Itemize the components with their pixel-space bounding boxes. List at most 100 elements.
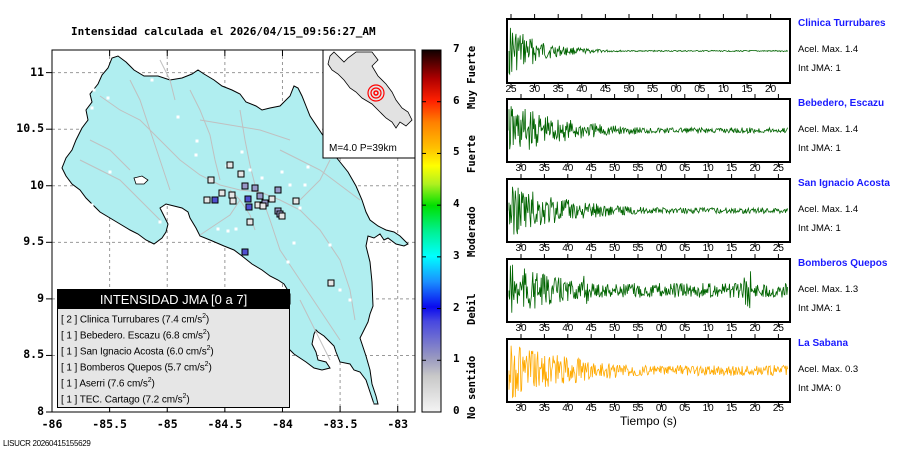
town-marker: [303, 183, 307, 187]
road: [159, 59, 176, 101]
station-marker: [228, 191, 236, 199]
time-tick-label: 05: [694, 84, 706, 95]
lon-tick-label: -85.5: [92, 417, 127, 431]
lat-tick-label: 9.5: [23, 234, 44, 249]
time-tick-label: 10: [702, 243, 714, 254]
legend-item-station: TEC. Cartago: [79, 394, 140, 406]
time-tick-label: 40: [562, 243, 574, 254]
time-tick-label: 50: [609, 163, 621, 174]
time-tick-label: 05: [679, 243, 691, 254]
lon-tick-label: -86: [41, 417, 63, 431]
time-tick-label: 10: [717, 84, 729, 95]
time-tick-label: 20: [749, 243, 761, 254]
magnitude-depth-label: M=4.0 P=39km: [329, 143, 397, 154]
time-tick-label: 40: [576, 84, 588, 95]
legend-item-accel: (7.4 cm/s: [161, 314, 203, 326]
time-tick-label: 10: [702, 163, 714, 174]
waveform-trace: [508, 106, 788, 150]
road-network: [79, 59, 361, 361]
legend-item-exponent: 2: [182, 393, 187, 400]
station-marker: [251, 184, 259, 192]
town-marker: [364, 330, 368, 334]
time-tick-label: 15: [726, 163, 738, 174]
time-tick-label: 10: [702, 403, 714, 414]
time-tick-label: 15: [726, 323, 738, 334]
town-marker: [370, 402, 374, 406]
town-marker: [292, 241, 296, 245]
legend-item-level: [ 1 ]: [61, 394, 78, 406]
road: [99, 95, 261, 193]
lat-tick-label: 8.5: [23, 347, 44, 362]
lon-tick-label: -85: [156, 417, 178, 431]
station-marker: [203, 196, 211, 204]
gulf-island: [133, 175, 149, 185]
legend-item-accel: (6.8 cm/s: [162, 330, 203, 342]
town-marker: [226, 229, 230, 233]
time-tick-label: 20: [749, 403, 761, 414]
legend-item-station: Clinica Turrubares: [79, 314, 160, 326]
town-marker: [176, 115, 180, 119]
map-frame: [51, 49, 416, 413]
time-tick-label: 50: [609, 243, 621, 254]
time-axis-title: Tiempo (s): [620, 414, 677, 428]
intensity-colorbar: [421, 49, 442, 413]
colorbar-tick-label: 6: [453, 93, 460, 107]
legend-item-station: Bomberos Quepos: [79, 362, 162, 374]
legend-item: [ 1 ] San Ignacio Acosta (6.0 cm/s2): [58, 341, 289, 357]
legend-item-close: ): [210, 346, 214, 358]
town-marker: [240, 150, 244, 154]
lon-tick-label: -83.5: [322, 417, 358, 431]
town-marker: [288, 183, 292, 187]
legend-item-station: San Ignacio Acosta: [79, 346, 164, 358]
road: [199, 119, 291, 141]
station-marker: [278, 212, 286, 220]
legend-item-station: Aserri: [79, 378, 105, 390]
waveform-trace: [508, 264, 788, 313]
time-tick-label: 40: [562, 323, 574, 334]
road: [279, 149, 361, 201]
intensity-legend: INTENSIDAD JMA [0 a 7] [ 2 ] Clinica Tur…: [57, 289, 290, 408]
waveform-panel: [506, 338, 791, 403]
legend-item-level: [ 1 ]: [61, 362, 78, 374]
station-marker: [211, 196, 219, 204]
waveform-panel: [506, 258, 791, 323]
town-marker: [280, 170, 284, 174]
town-marker: [338, 288, 342, 292]
station-jma-intensity: Int JMA: 1: [798, 223, 841, 234]
time-tick-label: 40: [562, 403, 574, 414]
colorbar-ticks: [422, 101, 441, 361]
time-tick-label: 25: [772, 403, 784, 414]
station-name: Bomberos Quepos: [798, 258, 888, 269]
colorbar-tick-label: 3: [453, 248, 460, 262]
time-tick-label: 55: [647, 84, 659, 95]
station-marker: [245, 203, 253, 211]
lon-tick-label: -83: [387, 417, 409, 431]
lat-tick-label: 11: [30, 64, 44, 79]
town-marker: [108, 170, 112, 174]
town-marker: [90, 203, 94, 207]
legend-item-level: [ 1 ]: [61, 346, 78, 358]
station-name: San Ignacio Acosta: [798, 178, 890, 189]
station-marker: [241, 248, 249, 256]
time-tick-label: 50: [609, 323, 621, 334]
station-marker: [327, 279, 335, 287]
station-marker: [246, 218, 254, 226]
time-tick-label: 05: [679, 403, 691, 414]
time-tick-label: 50: [623, 84, 635, 95]
town-marker: [286, 260, 290, 264]
lat-tick-label: 9: [37, 290, 44, 305]
time-tick-label: 35: [538, 163, 550, 174]
time-tick-label: 55: [632, 403, 644, 414]
town-marker: [195, 139, 199, 143]
road: [259, 191, 341, 341]
time-tick-label: 30: [515, 163, 527, 174]
town-marker: [106, 96, 110, 100]
town-marker: [194, 153, 198, 157]
town-marker: [306, 165, 310, 169]
legend-item: [ 1 ] Bebedero. Escazu (6.8 cm/s2): [58, 325, 289, 341]
legend-item-level: [ 1 ]: [61, 330, 78, 342]
legend-item: [ 2 ] Clinica Turrubares (7.4 cm/s2): [58, 309, 289, 325]
legend-item-accel: (7.2 cm/s: [142, 394, 183, 406]
colorbar-category-label: Debil: [466, 293, 478, 326]
town-marker: [158, 220, 162, 224]
